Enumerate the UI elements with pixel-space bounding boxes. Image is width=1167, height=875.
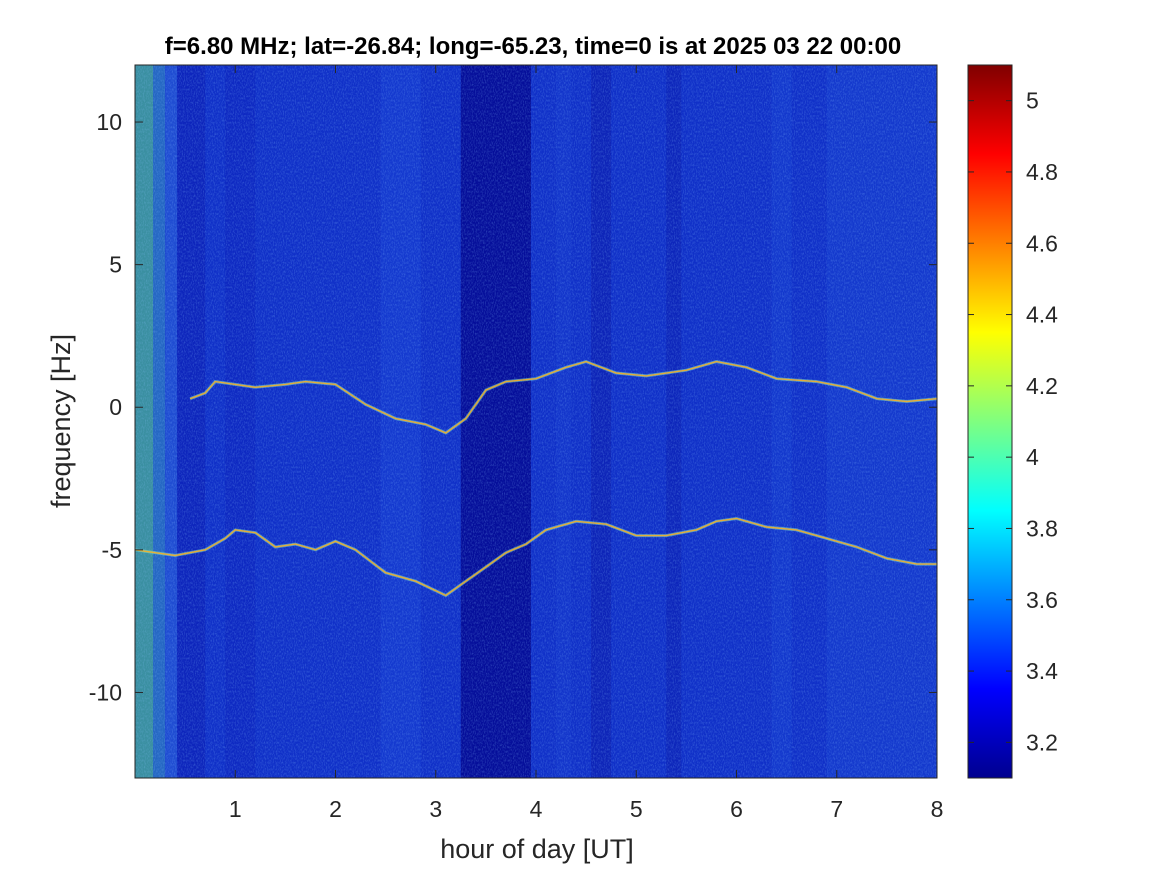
chart-title: f=6.80 MHz; lat=-26.84; long=-65.23, tim… xyxy=(165,33,901,60)
colorbar-tick-label: 4.6 xyxy=(1026,230,1058,256)
plot-area xyxy=(134,64,938,779)
x-axis-label: hour of day [UT] xyxy=(440,834,634,864)
colorbar-ticks: 5 4.8 4.6 4.4 4.2 4 3.8 3.6 3.4 3.2 xyxy=(968,88,1058,755)
x-tick-label: 2 xyxy=(329,796,342,822)
colorbar-tick-label: 3.2 xyxy=(1026,729,1058,755)
y-axis: 10 5 0 -5 -10 xyxy=(89,109,937,705)
colorbar-frame xyxy=(967,64,1013,779)
colorbar-tick-label: 3.6 xyxy=(1026,587,1058,613)
y-tick-label: -5 xyxy=(102,537,122,563)
y-axis-label: frequency [Hz] xyxy=(46,334,76,508)
trace-line xyxy=(134,517,937,597)
colorbar-tick-label: 3.8 xyxy=(1026,515,1058,541)
colorbar-tick-label: 5 xyxy=(1026,88,1039,114)
doppler-traces xyxy=(134,360,938,598)
y-tick-label: 10 xyxy=(96,109,122,135)
x-axis: 1 2 3 4 5 6 7 8 xyxy=(229,65,944,822)
x-tick-label: 5 xyxy=(630,796,643,822)
y-tick-label: 5 xyxy=(109,252,122,278)
x-tick-label: 3 xyxy=(429,796,442,822)
colorbar-tick-label: 3.4 xyxy=(1026,658,1058,684)
y-tick-label: -10 xyxy=(89,679,122,705)
y-tick-label: 0 xyxy=(109,394,122,420)
colorbar-tick-label: 4.2 xyxy=(1026,373,1058,399)
colorbar-tick-label: 4.4 xyxy=(1026,302,1058,328)
colorbar-tick-label: 4.8 xyxy=(1026,159,1058,185)
x-tick-label: 6 xyxy=(730,796,743,822)
heatmap-noise xyxy=(135,65,937,778)
colorbar-scale xyxy=(968,65,1012,778)
x-tick-label: 7 xyxy=(830,796,843,822)
colorbar: 5 4.8 4.6 4.4 4.2 4 3.8 3.6 3.4 3.2 xyxy=(967,64,1058,779)
x-tick-label: 1 xyxy=(229,796,242,822)
colorbar-tick-label: 4 xyxy=(1026,444,1039,470)
x-tick-label: 4 xyxy=(530,796,543,822)
x-tick-label: 8 xyxy=(931,796,944,822)
trace-line xyxy=(189,360,938,434)
